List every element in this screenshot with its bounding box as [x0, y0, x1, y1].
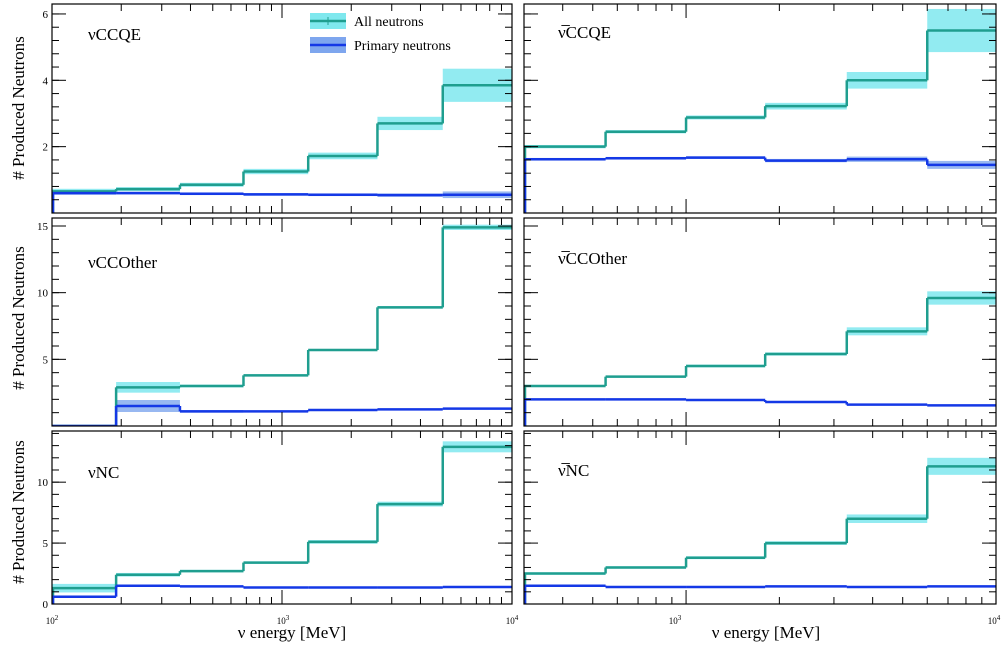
- xlabel-left: ν energy [MeV]: [238, 623, 346, 642]
- y-tick-label: 10: [37, 288, 49, 300]
- panel-2: 5 10 15 νCCOther: [37, 217, 513, 427]
- panel-title: νCCQE: [88, 25, 141, 44]
- plot-area: [52, 224, 512, 426]
- panel-5: ν̅NC: [523, 430, 997, 605]
- y-tick-label: 5: [43, 354, 49, 366]
- ylabel-top: # Produced Neutrons: [9, 36, 28, 180]
- plot-area: [524, 457, 996, 604]
- legend-all-label: All neutrons: [354, 15, 424, 30]
- xtick-label-10000-right: 104: [988, 614, 1001, 626]
- panel-4: 0 5 10 νNC: [37, 430, 513, 611]
- panel-title: ν̅CCQE: [558, 23, 611, 42]
- panel-0: 2 4 6 νCCQE: [43, 3, 513, 214]
- xtick-label-100: 102: [46, 614, 59, 626]
- panel-3: ν̅CCOther: [523, 217, 997, 427]
- panels: 2 4 6 νCCQE ν̅CCQE 5 10 15 νCCOther ν̅CCOther 0 5 10…: [37, 3, 997, 611]
- panel-title: ν̅CCOther: [558, 249, 627, 268]
- y-tick-label: 5: [43, 538, 49, 550]
- ylabel-middle: # Produced Neutrons: [9, 246, 28, 390]
- y-tick-label: 15: [37, 221, 49, 233]
- panel-frame: [523, 3, 997, 214]
- y-tick-label: 6: [43, 9, 49, 21]
- plot-area: [524, 291, 996, 426]
- y-tick-label: 0: [43, 599, 49, 611]
- panel-title: ν̅NC: [558, 461, 589, 480]
- xtick-label-10000: 104: [506, 614, 519, 626]
- y-tick-label: 4: [43, 75, 49, 87]
- legend: All neutrons Primary neutrons: [310, 13, 451, 54]
- xticklabels-left: 102 103 104: [46, 614, 519, 626]
- xtick-label-1000-right: 103: [669, 614, 682, 626]
- ylabel-bottom: # Produced Neutrons: [9, 440, 28, 584]
- xtick-label-1000: 103: [277, 614, 290, 626]
- panel-title: νCCOther: [88, 253, 157, 272]
- xlabel-right: ν energy [MeV]: [712, 623, 820, 642]
- plot-area: [52, 68, 512, 213]
- y-tick-label: 2: [43, 142, 49, 154]
- panel-1: ν̅CCQE: [523, 3, 997, 214]
- panel-title: νNC: [88, 463, 119, 482]
- y-tick-label: 10: [37, 477, 49, 489]
- panel-frame: [523, 430, 997, 605]
- legend-primary-label: Primary neutrons: [354, 39, 451, 54]
- panel-frame: [523, 217, 997, 427]
- xticklabels-right: 103 104: [669, 614, 1001, 626]
- plot-area: [52, 441, 512, 604]
